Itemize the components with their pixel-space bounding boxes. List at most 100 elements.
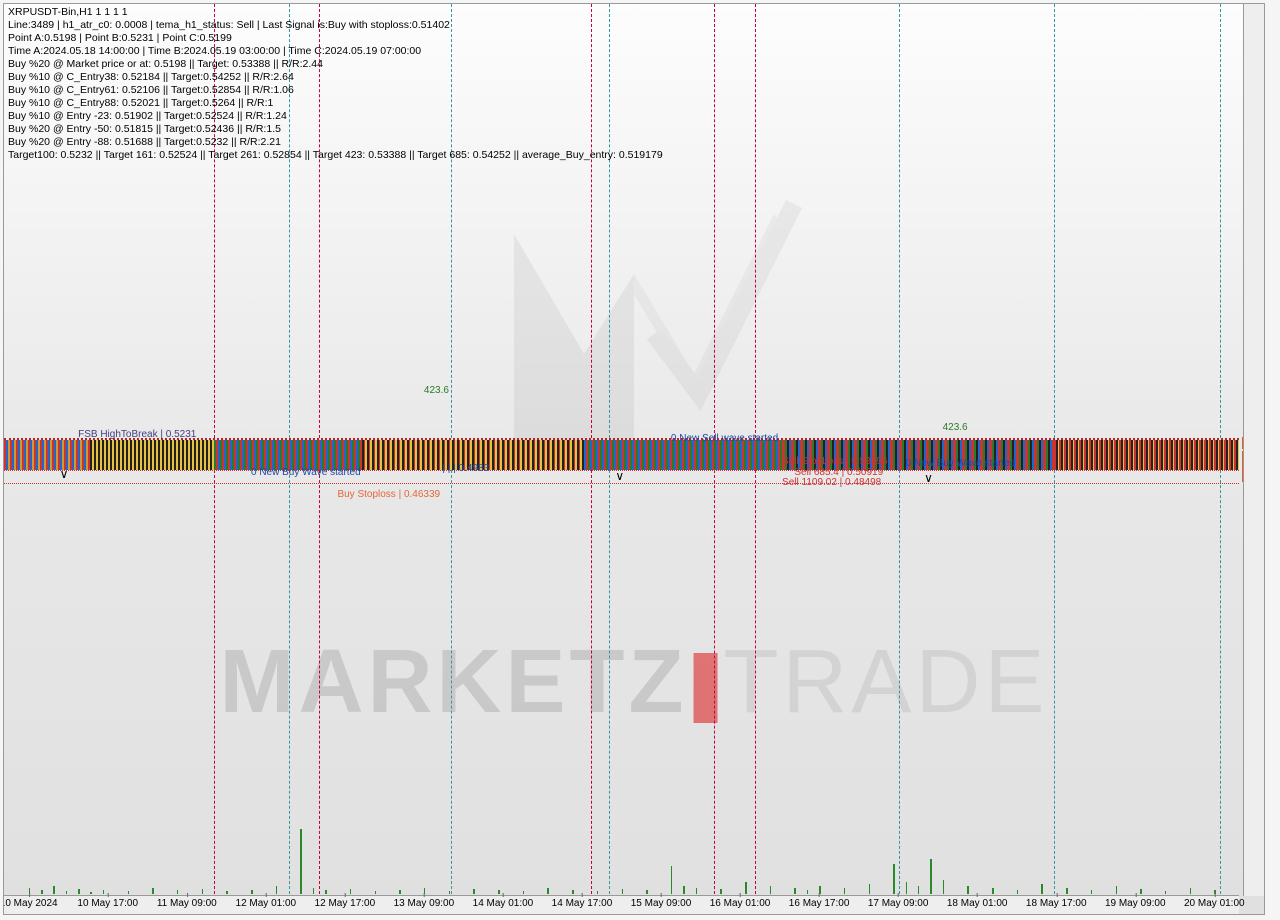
volume-bar <box>720 889 722 894</box>
chart-annotation: 423.6 <box>424 385 449 396</box>
info-line: Time A:2024.05.18 14:00:00 | Time B:2024… <box>8 45 663 58</box>
volume-bar <box>930 859 932 894</box>
volume-bar <box>1140 889 1142 894</box>
volume-bar <box>41 890 43 894</box>
volume-bar <box>770 886 772 894</box>
volume-bar <box>53 886 55 894</box>
x-tick-label: 12 May 17:00 <box>315 898 376 909</box>
x-tick-label: 12 May 01:00 <box>236 898 297 909</box>
volume-bar <box>683 886 685 894</box>
chart-annotation: Sell StopLoss | 0.53596 <box>782 456 887 467</box>
x-tick-label: 13 May 09:00 <box>394 898 455 909</box>
volume-bar <box>202 889 204 894</box>
volume-bar <box>325 890 327 894</box>
volume-bar <box>943 880 945 894</box>
volume-bar <box>1066 888 1068 894</box>
chart-container[interactable]: MARKETZTRADE FSB HighToBreak | 0.5231423… <box>3 3 1265 915</box>
chart-annotation: 0 New Buy Wave started <box>251 467 361 478</box>
info-line: Buy %20 @ Entry -50: 0.51815 || Target:0… <box>8 123 663 136</box>
chart-annotation: 423.6 <box>943 422 968 433</box>
info-panel: XRPUSDT-Bin,H1 1 1 1 1 Line:3489 | h1_at… <box>8 6 663 162</box>
volume-bar <box>473 889 475 894</box>
chart-annotation: 0 New Sell wave started <box>671 433 778 444</box>
arrow-marker-icon: ∨ <box>615 469 624 483</box>
x-tick-label: 14 May 01:00 <box>473 898 534 909</box>
x-tick-label: 10 May 2024 <box>3 898 58 909</box>
volume-bar <box>399 890 401 894</box>
candle-segment <box>584 440 782 470</box>
candle-strip <box>4 440 1239 470</box>
volume-bar <box>1017 890 1019 894</box>
volume-bar <box>66 891 68 894</box>
volume-bar <box>1165 891 1167 894</box>
x-tick-label: 15 May 09:00 <box>631 898 692 909</box>
x-tick-label: 17 May 09:00 <box>868 898 929 909</box>
info-line: Target100: 0.5232 || Target 161: 0.52524… <box>8 149 663 162</box>
volume-bar <box>622 889 624 894</box>
volume-bar <box>313 888 315 894</box>
volume-bar <box>646 890 648 894</box>
volume-bar <box>523 891 525 894</box>
volume-bar <box>967 886 969 894</box>
volume-bar <box>918 886 920 894</box>
volume-bar <box>745 882 747 894</box>
volume-bar <box>844 888 846 894</box>
chart-annotation: Sell 1109.02 | 0.48498 <box>782 477 881 488</box>
volume-bar <box>572 890 574 894</box>
x-tick-label: 20 May 01:00 <box>1184 898 1245 909</box>
chart-annotation: Sell 685.4 | 0.50919 <box>794 467 883 478</box>
x-tick-label: 16 May 01:00 <box>710 898 771 909</box>
volume-bar <box>251 890 253 894</box>
x-tick-label: 18 May 17:00 <box>1026 898 1087 909</box>
volume-bar <box>671 866 673 894</box>
info-line: Buy %10 @ C_Entry38: 0.52184 || Target:0… <box>8 71 663 84</box>
arrow-marker-icon: ∨ <box>924 471 933 485</box>
info-line: Buy %20 @ Market price or at: 0.5198 || … <box>8 58 663 71</box>
volume-bar <box>90 892 92 894</box>
volume-bar <box>807 890 809 894</box>
y-axis <box>1243 4 1264 896</box>
x-tick-label: 14 May 17:00 <box>552 898 613 909</box>
volume-bar <box>1041 884 1043 894</box>
candle-segment <box>1054 440 1239 470</box>
volume-bars <box>4 774 1239 894</box>
volume-bar <box>498 890 500 894</box>
volume-bar <box>869 884 871 894</box>
volume-bar <box>276 886 278 894</box>
volume-bar <box>992 888 994 894</box>
info-line: Buy %20 @ Entry -88: 0.51688 || Target:0… <box>8 136 663 149</box>
candle-segment <box>4 440 90 470</box>
chart-title: XRPUSDT-Bin,H1 1 1 1 1 <box>8 6 663 19</box>
info-line: Line:3489 | h1_atr_c0: 0.0008 | tema_h1_… <box>8 19 663 32</box>
volume-bar <box>1091 890 1093 894</box>
chart-annotation: 0 New Buy Wave started <box>906 458 1016 469</box>
volume-bar <box>696 888 698 894</box>
volume-bar <box>449 891 451 894</box>
volume-bar <box>226 891 228 894</box>
chart-annotation: | | | 0.4983 <box>442 463 489 474</box>
volume-bar <box>794 888 796 894</box>
x-tick-label: 16 May 17:00 <box>789 898 850 909</box>
x-tick-label: 11 May 09:00 <box>157 898 217 909</box>
volume-bar <box>547 888 549 894</box>
candle-segment <box>90 440 214 470</box>
volume-bar <box>152 888 154 894</box>
info-line: Point A:0.5198 | Point B:0.5231 | Point … <box>8 32 663 45</box>
volume-bar <box>177 890 179 894</box>
x-tick-label: 18 May 01:00 <box>947 898 1008 909</box>
volume-bar <box>893 864 895 894</box>
chart-annotation: FSB HighToBreak | 0.5231 <box>78 429 196 440</box>
volume-bar <box>1116 886 1118 894</box>
volume-bar <box>906 882 908 894</box>
info-line: Buy %10 @ Entry -23: 0.51902 || Target:0… <box>8 110 663 123</box>
chart-annotation: Buy Stoploss | 0.46339 <box>337 489 440 500</box>
volume-bar <box>597 891 599 894</box>
volume-bar <box>103 890 105 894</box>
volume-bar <box>78 889 80 894</box>
volume-bar <box>300 829 302 894</box>
horizontal-line <box>4 483 1239 484</box>
volume-bar <box>1190 888 1192 894</box>
x-tick-label: 19 May 09:00 <box>1105 898 1166 909</box>
info-line: Buy %10 @ C_Entry61: 0.52106 || Target:0… <box>8 84 663 97</box>
candle-segment <box>214 440 362 470</box>
